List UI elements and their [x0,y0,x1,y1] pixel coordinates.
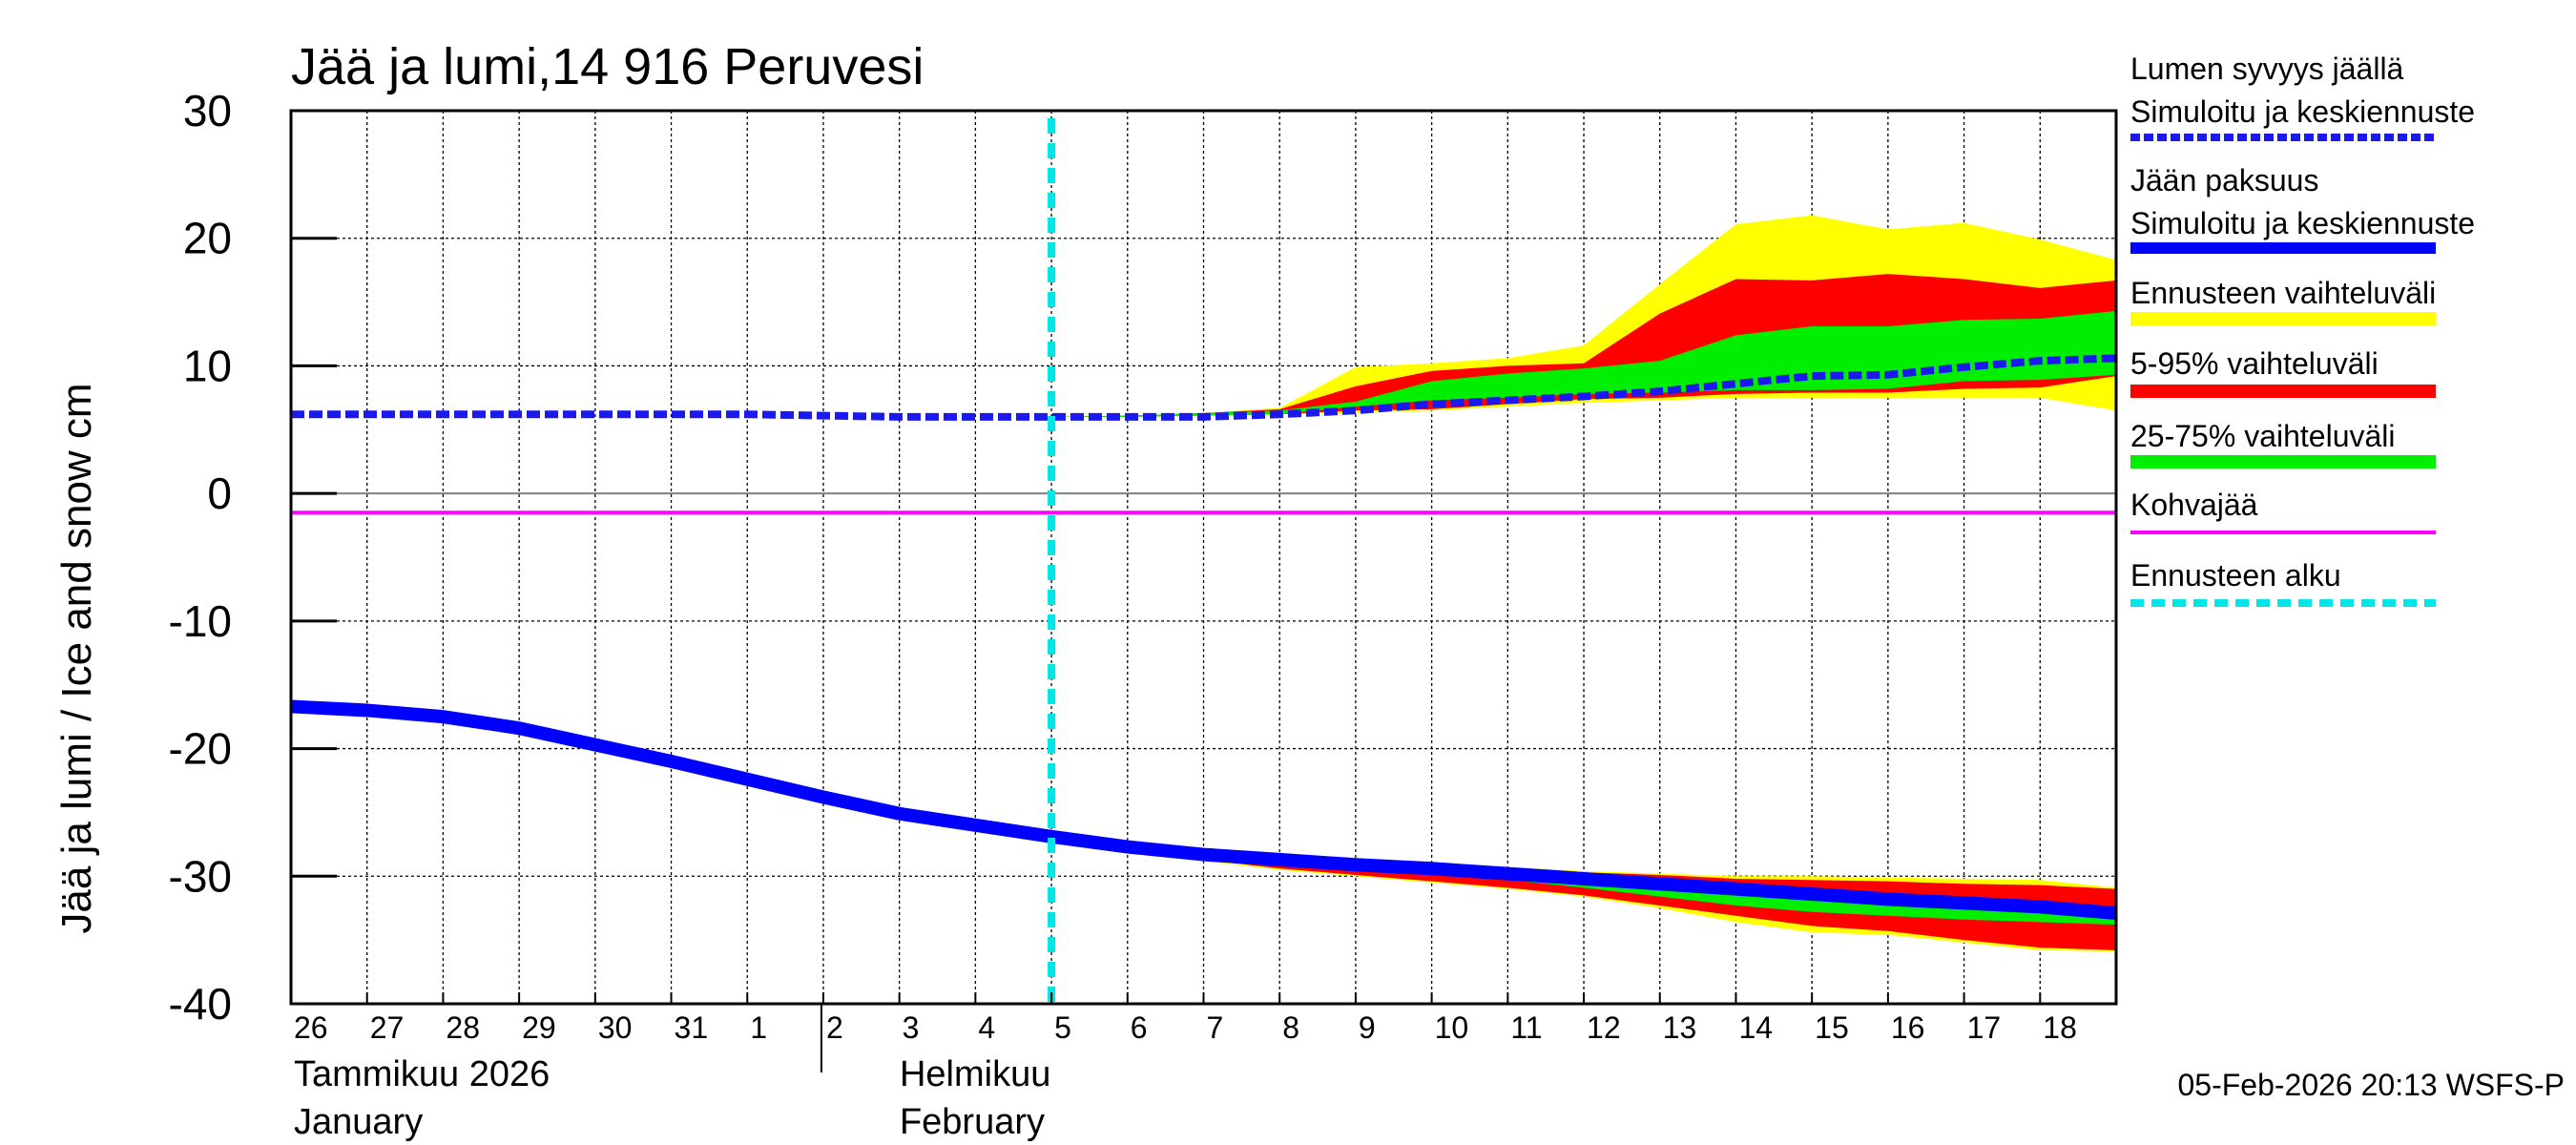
legend-label: Lumen syvyys jäällä [2130,52,2404,86]
legend-label: Ennusteen vaihteluväli [2130,276,2436,310]
legend-label: 5-95% vaihteluväli [2130,346,2379,381]
x-tick-label: 31 [675,1010,709,1045]
x-tick-label: 4 [978,1010,995,1045]
x-tick-label: 30 [598,1010,633,1045]
legend-label: Kohvajää [2130,488,2258,522]
x-tick-label: 6 [1131,1010,1148,1045]
x-tick-label: 9 [1359,1010,1376,1045]
ice-thickness-line [290,699,2117,921]
legend-label: 25-75% vaihteluväli [2130,419,2396,453]
x-tick-label: 28 [446,1010,480,1045]
x-tick-label: 26 [294,1010,328,1045]
x-tick-label: 29 [522,1010,556,1045]
y-tick-label: 0 [207,468,232,518]
y-tick-label: -40 [169,979,232,1029]
x-tick-label: 18 [2043,1010,2077,1045]
x-tick-label: 7 [1207,1010,1224,1045]
x-tick-label: 15 [1815,1010,1849,1045]
timestamp-label: 05-Feb-2026 20:13 WSFS-P [2177,1068,2565,1102]
x-tick-label: 2 [826,1010,843,1045]
x-tick-label: 8 [1282,1010,1299,1045]
x-tick-label: 27 [370,1010,405,1045]
month-label-en: February [900,1102,1045,1142]
x-tick-label: 12 [1587,1010,1621,1045]
x-tick-label: 14 [1738,1010,1773,1045]
y-tick-label: 30 [183,86,232,135]
y-tick-label: 10 [183,341,232,390]
x-tick-label: 3 [903,1010,920,1045]
x-tick-label: 17 [1967,1010,2002,1045]
y-tick-label: 20 [183,214,232,263]
x-tick-label: 13 [1663,1010,1697,1045]
x-tick-label: 16 [1891,1010,1925,1045]
snow-25-75-band [1051,310,2116,417]
chart-title: Jää ja lumi,14 916 Peruvesi [291,38,924,95]
legend: Lumen syvyys jäällä Simuloitu ja keskienn… [2130,52,2475,607]
series-lines [290,118,2120,1004]
month-labels: Tammikuu 2026 January Helmikuu February [294,1004,1050,1142]
x-tick-label: 5 [1054,1010,1071,1045]
x-tick-label: 11 [1510,1010,1542,1045]
snow-depth-line [291,354,2120,421]
y-tick-label: -20 [169,724,232,774]
x-tick-label: 1 [750,1010,767,1045]
y-tick-label: -30 [169,851,232,901]
y-tick-labels: 30 20 10 0 -10 -20 -30 -40 [169,86,232,1029]
x-tick-label: 10 [1435,1010,1469,1045]
month-label: Tammikuu 2026 [294,1054,550,1094]
month-label: Helmikuu [900,1054,1050,1094]
legend-label-2: Simuloitu ja keskiennuste [2130,206,2475,240]
x-tick-labels: 26 27 28 29 30 31 1 2 3 4 5 6 7 8 9 10 11 12 13 14 15 16 17 18 [294,1010,2077,1045]
legend-label: Ennusteen alku [2130,558,2341,593]
y-tick-label: -10 [169,596,232,646]
axes [289,109,2118,1006]
legend-label-2: Simuloitu ja keskiennuste [2130,94,2475,129]
month-label-en: January [294,1102,423,1142]
y-axis-label: Jää ja lumi / Ice and snow cm [53,383,100,933]
legend-label: Jään paksuus [2130,163,2318,198]
